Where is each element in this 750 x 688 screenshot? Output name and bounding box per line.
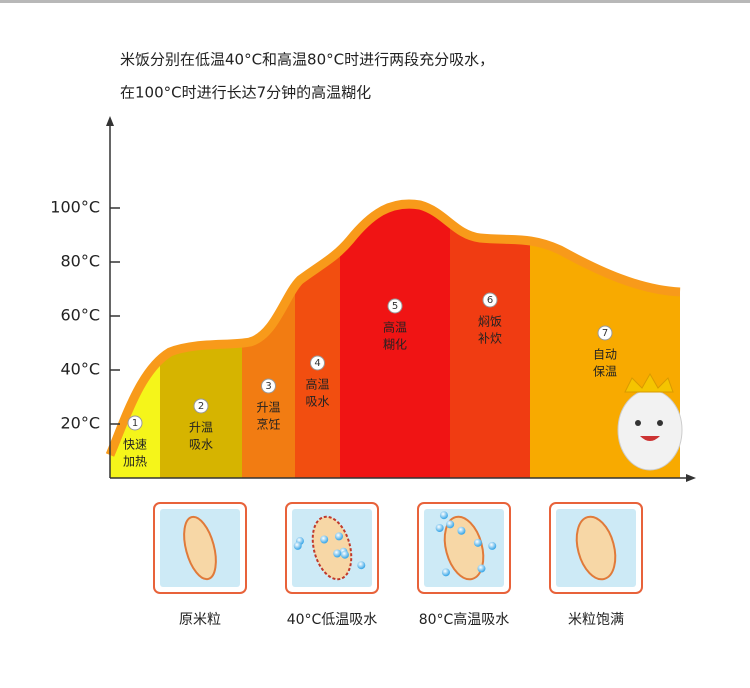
stage-fill [450, 204, 530, 478]
water-drop [441, 568, 450, 577]
stage-badge [387, 298, 403, 314]
rice-caption: 80°C高温吸水 [419, 611, 510, 628]
stage-number: 6 [487, 295, 493, 306]
stage-number: 5 [392, 301, 398, 312]
tick-label: 80°C [60, 252, 100, 271]
header-line: 在100°C时进行长达7分钟的高温糊化 [120, 84, 371, 102]
water-drop [439, 511, 448, 520]
water-drop [334, 532, 343, 541]
rice-caption: 米粒饱满 [568, 612, 624, 628]
y-ticks: 100°C 80°C 60°C 40°C 20°C [50, 198, 120, 433]
temperature-curve [105, 199, 681, 457]
tick-label: 20°C [60, 414, 100, 433]
stage-badge [193, 398, 209, 414]
stage-label: 补炊 [478, 332, 502, 346]
x-arrow [686, 474, 696, 482]
stage-label: 高温 [305, 377, 329, 392]
stage-number: 2 [198, 401, 204, 412]
rice-caption: 40°C低温吸水 [287, 612, 378, 628]
stage-fill [340, 204, 450, 478]
water-drop [293, 541, 302, 550]
stage-label: 高温 [383, 320, 407, 335]
rice-grain [183, 515, 217, 581]
tick-label: 60°C [60, 306, 100, 325]
stage-label: 升温 [256, 401, 280, 415]
water-drop [446, 520, 455, 529]
stage-label: 吸水 [305, 395, 329, 409]
water-drop [435, 523, 444, 532]
stage-label: 焖饭 [478, 314, 502, 329]
tick-label: 100°C [50, 198, 100, 217]
tick-label: 40°C [60, 360, 100, 379]
stage-label: 保温 [593, 365, 617, 379]
water-drop [477, 564, 486, 573]
stage-badge [482, 292, 498, 308]
stage-label: 自动 [593, 348, 617, 362]
stage-label: 吸水 [189, 438, 213, 452]
stage-label: 烹饪 [256, 417, 280, 432]
stage-fill [295, 204, 340, 478]
water-drop [457, 526, 466, 535]
rice-grain [311, 515, 353, 581]
top-border [0, 0, 750, 3]
stage-number: 1 [132, 418, 138, 429]
water-drop [488, 541, 497, 550]
stage-label: 糊化 [383, 337, 407, 352]
stage-label: 升温 [189, 421, 213, 435]
stage-badge [310, 355, 325, 371]
stage-label: 加热 [123, 455, 147, 469]
header-line: 米饭分别在低温40°C和高温80°C时进行两段充分吸水， [120, 51, 494, 69]
water-drop [473, 538, 482, 547]
rice-row: 原米粒 40°C低温吸水 80°C高温吸水 米粒饱满 [153, 502, 643, 628]
stage-badge [597, 325, 613, 341]
stage-number: 7 [602, 328, 608, 339]
rice-grain [575, 515, 617, 581]
stage-badge [127, 415, 143, 431]
rice-caption: 原米粒 [179, 612, 221, 628]
water-drop [357, 561, 366, 570]
stage-number: 3 [265, 381, 271, 392]
water-drop [320, 535, 329, 544]
stage-badge [261, 378, 276, 394]
stage-number: 4 [314, 358, 320, 369]
mascot [617, 372, 683, 471]
stage-label: 快速 [123, 438, 147, 452]
y-arrow [106, 116, 114, 126]
water-drop [333, 549, 342, 558]
water-drop [340, 550, 349, 559]
